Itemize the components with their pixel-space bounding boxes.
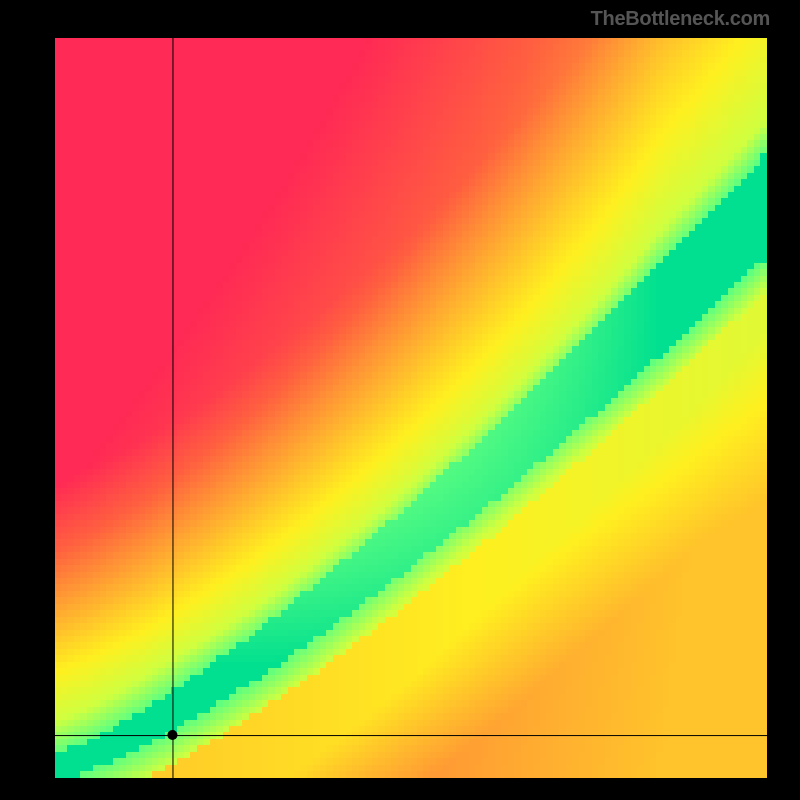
heatmap-canvas (55, 38, 767, 778)
watermark-text: TheBottleneck.com (591, 8, 770, 31)
heatmap-plot (55, 38, 767, 778)
